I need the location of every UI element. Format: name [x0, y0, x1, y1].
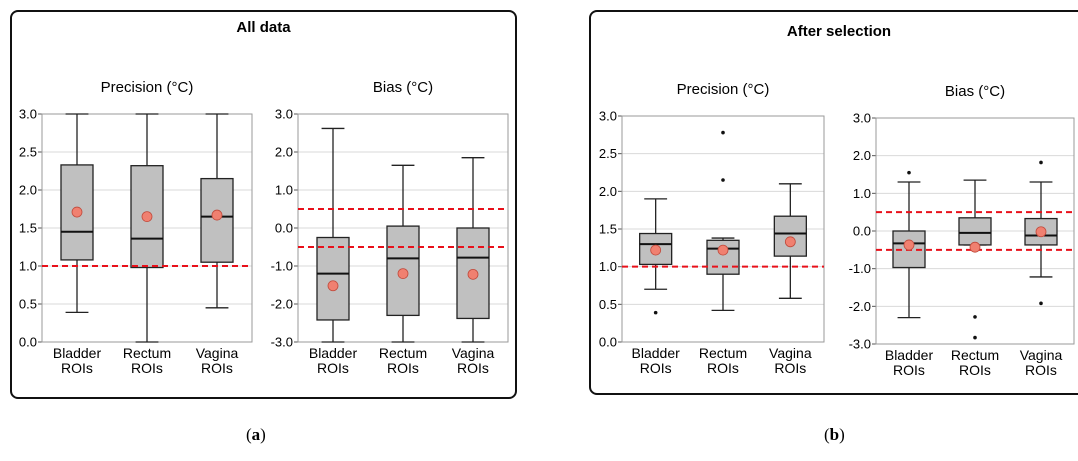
- y-tick-label: 0.0: [853, 224, 871, 239]
- category-label: ROIs: [707, 360, 739, 376]
- mean-marker: [141, 211, 153, 223]
- outlier-point: [721, 178, 725, 182]
- category-label: Bladder: [632, 345, 681, 361]
- y-tick-label: -1.0: [849, 261, 871, 276]
- y-tick-label: 2.0: [19, 183, 37, 198]
- y-tick-label: -1.0: [271, 259, 293, 274]
- box-iqr: [456, 227, 490, 320]
- chart-b-precision: Precision (°C) 0.0 0.5 1.0 1.5 2.0 2.5 3.0 Bladd…: [599, 81, 825, 376]
- chart-title: Bias (°C): [945, 83, 1005, 100]
- category-label: ROIs: [61, 360, 93, 376]
- y-tick-label: 1.0: [19, 259, 37, 274]
- y-tick-label: 0.0: [275, 221, 293, 236]
- outlier-point: [1039, 160, 1043, 165]
- y-tick-label: 0.5: [599, 297, 617, 312]
- outlier-point: [1039, 301, 1043, 306]
- mean-marker: [467, 268, 479, 280]
- category-label: ROIs: [201, 360, 233, 376]
- mean-marker: [784, 236, 796, 248]
- category-label: ROIs: [893, 362, 925, 378]
- category-label: Vagina: [196, 345, 239, 361]
- category-label: Vagina: [1020, 347, 1063, 363]
- y-tick-label: 2.5: [599, 146, 617, 161]
- y-tick-label: 2.0: [853, 148, 871, 163]
- category-label: ROIs: [774, 360, 806, 376]
- outlier-point: [721, 130, 725, 135]
- mean-marker: [327, 280, 339, 292]
- y-tick-label: 3.0: [853, 111, 871, 126]
- panel-a-title: All data: [236, 19, 291, 36]
- panel-b-title: After selection: [786, 23, 892, 40]
- mean-marker: [211, 209, 223, 221]
- chart-a-precision: Precision (°C) 0.0 0.5 1.0 1.5 2.0 2.5 3.0 Bladd…: [19, 79, 253, 376]
- chart-b-bias: Bias (°C) -3.0 -2.0 -1.0 0.0 1.0 2.0 3.0 Bladder…: [849, 83, 1075, 378]
- chart-title: Precision (°C): [101, 79, 194, 96]
- y-tick-label: 1.5: [599, 222, 617, 237]
- y-tick-label: 2.5: [19, 145, 37, 160]
- y-tick-label: 1.5: [19, 221, 37, 236]
- box-iqr: [639, 232, 673, 266]
- category-label: ROIs: [1025, 362, 1057, 378]
- plot-area-border: [875, 117, 1075, 345]
- category-label: ROIs: [387, 360, 419, 376]
- category-label: Bladder: [53, 345, 102, 361]
- category-label: ROIs: [131, 360, 163, 376]
- category-label: ROIs: [640, 360, 672, 376]
- box-iqr: [958, 217, 992, 246]
- panel-b-label: (b): [824, 425, 845, 444]
- mean-marker: [717, 244, 729, 256]
- y-tick-label: 0.5: [19, 297, 37, 312]
- category-label: ROIs: [959, 362, 991, 378]
- mean-marker: [397, 268, 409, 280]
- category-label: Rectum: [123, 345, 171, 361]
- y-tick-label: 1.0: [599, 259, 617, 274]
- category-label: Rectum: [951, 347, 999, 363]
- outlier-point: [973, 335, 977, 340]
- outlier-point: [907, 170, 911, 175]
- category-label: Rectum: [699, 345, 747, 361]
- category-label: Bladder: [309, 345, 358, 361]
- plot-area-border: [621, 115, 825, 343]
- y-tick-label: 2.0: [599, 184, 617, 199]
- chart-title: Bias (°C): [373, 79, 433, 96]
- y-tick-label: 2.0: [275, 145, 293, 160]
- panel-a-frame: All data: [10, 10, 517, 399]
- mean-marker: [969, 241, 981, 253]
- category-label: ROIs: [457, 360, 489, 376]
- chart-a-bias: Bias (°C) -3.0 -2.0 -1.0 0.0 1.0 2.0 3.0 Bladder…: [271, 79, 509, 376]
- panel-b-frame: After selection: [589, 10, 1078, 395]
- y-tick-label: 3.0: [275, 107, 293, 122]
- mean-marker: [650, 244, 662, 256]
- mean-marker: [903, 239, 915, 251]
- y-tick-label: -2.0: [849, 299, 871, 314]
- outlier-point: [653, 310, 658, 315]
- y-tick-label: 1.0: [853, 186, 871, 201]
- mean-marker: [1035, 226, 1047, 238]
- category-label: Vagina: [452, 345, 495, 361]
- chart-title: Precision (°C): [677, 81, 770, 98]
- y-tick-label: 3.0: [19, 107, 37, 122]
- outlier-point: [973, 315, 977, 319]
- y-tick-label: 0.0: [19, 335, 37, 350]
- mean-marker: [71, 206, 83, 218]
- y-tick-label: -2.0: [271, 297, 293, 312]
- category-label: ROIs: [317, 360, 349, 376]
- box-iqr: [316, 236, 350, 321]
- y-tick-label: -3.0: [849, 337, 871, 352]
- box-iqr: [773, 215, 807, 257]
- y-tick-label: -3.0: [271, 335, 293, 350]
- y-tick-label: 0.0: [599, 335, 617, 350]
- panel-a-label: (a): [246, 425, 266, 444]
- y-tick-label: 3.0: [599, 109, 617, 124]
- category-label: Rectum: [379, 345, 427, 361]
- y-tick-label: 1.0: [275, 183, 293, 198]
- category-label: Vagina: [769, 345, 812, 361]
- category-label: Bladder: [885, 347, 934, 363]
